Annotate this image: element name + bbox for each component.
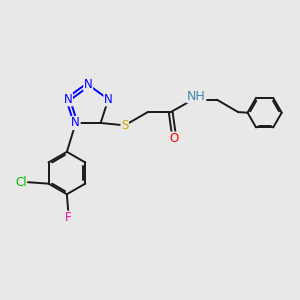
Text: N: N: [84, 78, 92, 91]
Text: Cl: Cl: [15, 176, 27, 189]
Text: NH: NH: [187, 90, 206, 103]
Text: S: S: [121, 119, 128, 132]
Text: F: F: [65, 211, 72, 224]
Text: N: N: [104, 93, 113, 106]
Text: O: O: [169, 132, 178, 145]
Text: N: N: [71, 116, 80, 130]
Text: N: N: [64, 93, 72, 106]
